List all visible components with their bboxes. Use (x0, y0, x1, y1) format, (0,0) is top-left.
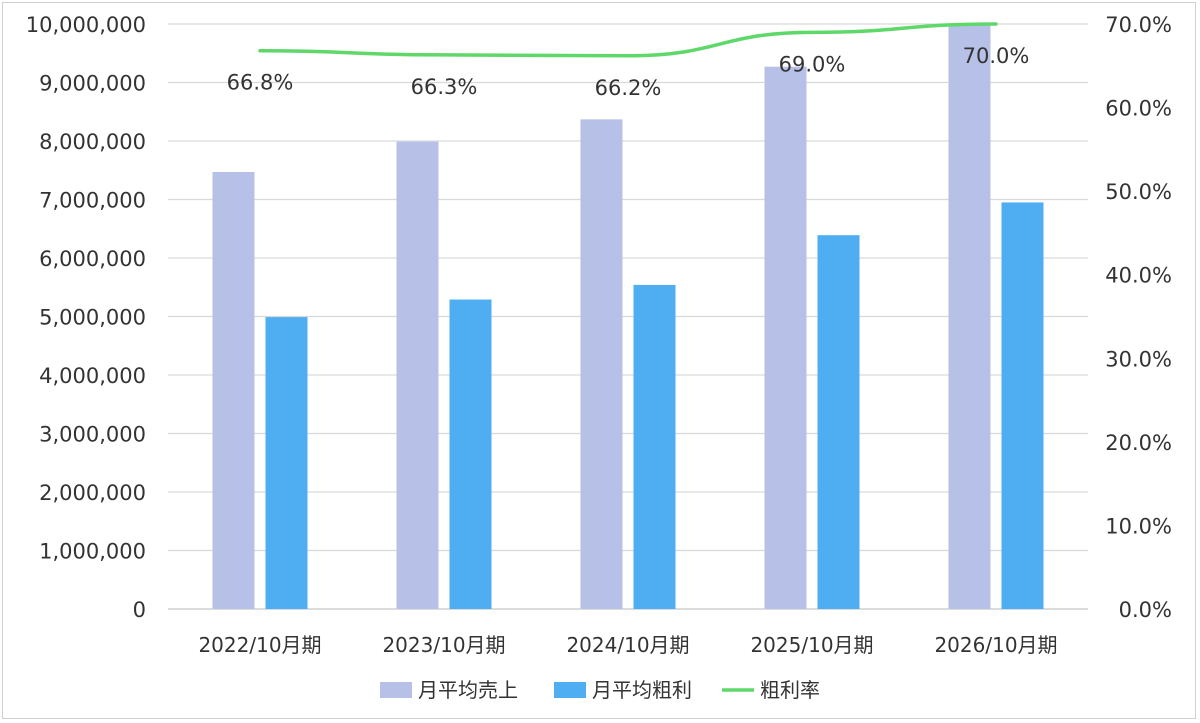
left-axis-tick-label: 9,000,000 (39, 72, 146, 96)
data-labels: 66.8% 66.3% 66.2% 69.0% 70.0% (227, 44, 1030, 100)
right-axis-tick-label: 70.0% (1105, 13, 1172, 37)
bar-gross-profit (817, 235, 860, 609)
category-labels: 2022/10月期 2023/10月期 2024/10月期 2025/10月期 2026… (198, 633, 1057, 657)
category-label: 2024/10月期 (566, 633, 689, 657)
legend-sales-label: 月平均売上 (418, 678, 518, 702)
rate-data-label: 66.3% (411, 75, 478, 99)
right-axis-tick-label: 60.0% (1105, 97, 1172, 121)
left-axis-tick-label: 3,000,000 (39, 423, 146, 447)
legend-sales-swatch (380, 682, 412, 698)
rate-data-label: 66.8% (227, 71, 294, 95)
legend-rate-label: 粗利率 (760, 678, 820, 702)
bar-gross-profit (633, 284, 676, 609)
legend-gross-profit-label: 月平均粗利 (592, 678, 692, 702)
rate-data-label: 70.0% (963, 44, 1030, 68)
bar-sales (580, 119, 623, 609)
rate-line-layer (258, 22, 998, 58)
bar-sales (212, 172, 255, 609)
bar-gross-profit (449, 299, 492, 609)
bar-gross-profit (265, 317, 308, 609)
right-axis-ticks: 0.0% 10.0% 20.0% 30.0% 40.0% 50.0% 60.0% 70.0% (1105, 13, 1172, 622)
left-axis-tick-label: 0 (133, 598, 146, 622)
left-axis-tick-label: 5,000,000 (39, 306, 146, 330)
gridlines (168, 23, 1088, 610)
left-axis-tick-label: 7,000,000 (39, 189, 146, 213)
left-axis-ticks: 0 1,000,000 2,000,000 3,000,000 4,000,000 5,0… (26, 13, 146, 622)
category-label: 2023/10月期 (382, 633, 505, 657)
rate-line (258, 22, 998, 58)
left-axis-tick-label: 2,000,000 (39, 481, 146, 505)
bars (212, 24, 1044, 610)
bar-sales (396, 141, 439, 609)
bar-sales (948, 24, 991, 609)
legend-gross-profit-swatch (554, 682, 586, 698)
right-axis-tick-label: 20.0% (1105, 431, 1172, 455)
rate-data-label: 69.0% (779, 52, 846, 76)
bar-gross-profit (1001, 202, 1044, 610)
left-axis-tick-label: 8,000,000 (39, 130, 146, 154)
left-axis-tick-label: 10,000,000 (26, 13, 146, 37)
right-axis-tick-label: 40.0% (1105, 264, 1172, 288)
right-axis-tick-label: 30.0% (1105, 347, 1172, 371)
right-axis-tick-label: 50.0% (1105, 180, 1172, 204)
left-axis-tick-label: 4,000,000 (39, 364, 146, 388)
left-axis-tick-label: 1,000,000 (39, 540, 146, 564)
category-label: 2025/10月期 (750, 633, 873, 657)
left-axis-tick-label: 6,000,000 (39, 247, 146, 271)
right-axis-tick-label: 0.0% (1119, 598, 1172, 622)
category-label: 2022/10月期 (198, 633, 321, 657)
right-axis-tick-label: 10.0% (1105, 514, 1172, 538)
rate-data-label: 66.2% (595, 76, 662, 100)
legend: 月平均売上 月平均粗利 粗利率 (380, 678, 820, 702)
bar-sales (764, 66, 807, 609)
category-label: 2026/10月期 (934, 633, 1057, 657)
